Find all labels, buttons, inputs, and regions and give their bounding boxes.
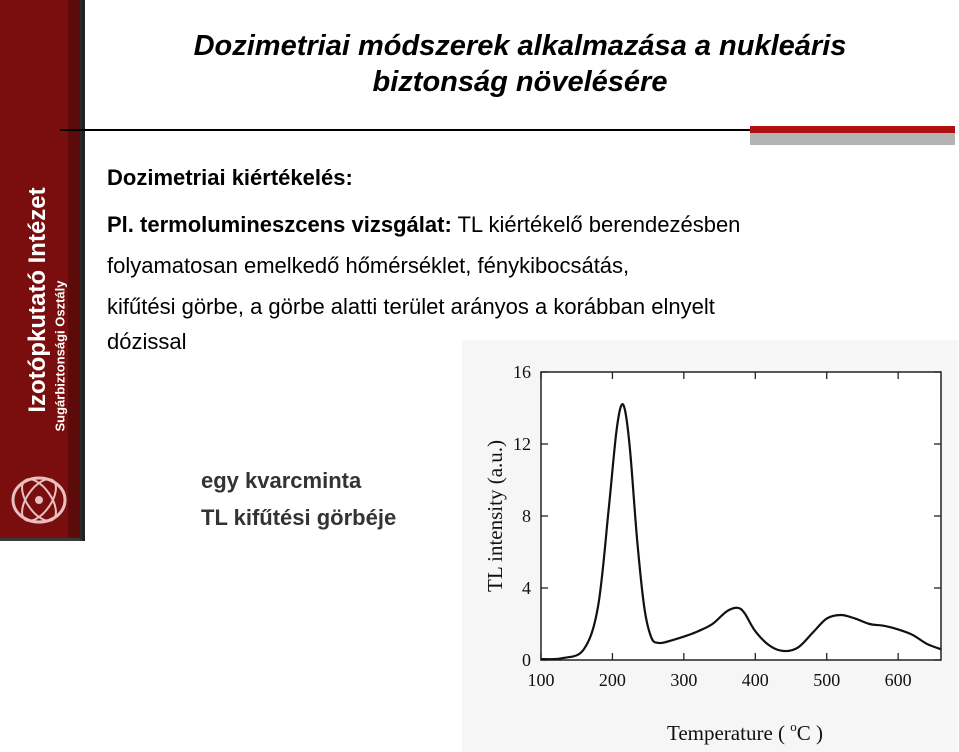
x-axis-unit: C ) [797,721,823,745]
tick-labels: 100 200 300 400 500 600 0 4 8 12 16 [513,362,912,690]
body-paragraph: Pl. termolumineszcens vizsgálat: TL kiér… [107,204,947,357]
body-line-1-rest: TL kiértékelő berendezésben [451,212,741,237]
accent-bar-gray [750,133,955,145]
y-tick-label: 4 [522,578,531,598]
caption-line-2: TL kifűtési görbéje [201,505,397,530]
x-tick-label: 300 [670,670,697,690]
x-axis-degree: o [790,719,797,734]
title-line-1: Dozimetriai módszerek alkalmazása a nukl… [193,30,847,62]
x-tick-label: 600 [885,670,912,690]
body-line-3: kifűtési görbe, a görbe alatti terület a… [107,294,715,319]
y-tick-label: 8 [522,506,531,526]
page-title: Dozimetriai módszerek alkalmazása a nukl… [90,28,950,100]
x-tick-label: 500 [813,670,840,690]
body-prefix: Pl. termolumineszcens vizsgálat: [107,212,452,237]
section-heading: Dozimetriai kiértékelés: [107,165,353,190]
caption-line-1: egy kvarcminta [201,468,362,493]
accent-bar-red [750,126,955,133]
y-tick-label: 16 [513,362,531,382]
series-line [540,403,942,661]
institute-logo-icon [11,476,67,524]
plot-frame [540,371,942,661]
title-line-2: biztonság növelésére [372,66,668,98]
body-line-2: folyamatosan emelkedő hőmérséklet, fényk… [107,253,630,278]
tl-glow-curve-chart: 100 200 300 400 500 600 0 4 8 12 16 Temperature ( … [462,340,958,752]
x-axis-label-prefix: Temperature ( [667,721,790,745]
x-tick-label: 400 [742,670,769,690]
title-divider [60,129,752,131]
sidebar-stripe [68,0,80,538]
x-tick-label: 200 [599,670,626,690]
y-axis-label: TL intensity (a.u.) [483,440,507,592]
body-line-4: dózissal [107,329,187,354]
institute-name: Izotópkutató Intézet [24,187,51,413]
figure-caption: egy kvarcminta TL kifűtési görbéje [201,462,396,536]
department-name: Sugárbiztonsági Osztály [52,280,68,432]
x-tick-label: 100 [528,670,555,690]
y-tick-label: 0 [522,650,531,670]
y-tick-label: 12 [513,434,531,454]
x-axis-label: Temperature ( oC ) [667,719,823,745]
body-line-1: Pl. termolumineszcens vizsgálat: TL kiér… [107,204,947,245]
sidebar-banner: Izotópkutató Intézet Sugárbiztonsági Osz… [0,0,82,541]
